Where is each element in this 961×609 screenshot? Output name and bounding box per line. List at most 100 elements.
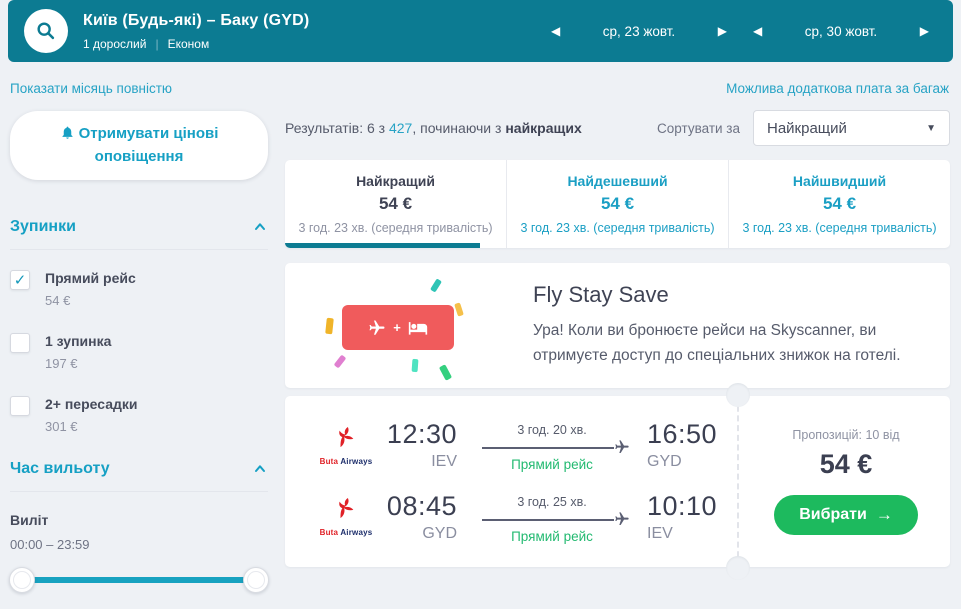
outbound-date-nav: ◀ ср, 23 жовт. ▶: [545, 21, 733, 41]
tab-duration: 3 год. 23 хв. (середня тривалість): [520, 221, 715, 235]
tab-price: 54 €: [378, 194, 413, 213]
confetti: [411, 358, 419, 373]
filter-option-direct[interactable]: ✓ Прямий рейс 54 €: [10, 269, 268, 308]
baggage-fee-link[interactable]: Можлива додаткова плата за багаж: [726, 81, 949, 96]
filters-sidebar: Отримувати цінові оповіщення Зупинки ✓ П…: [9, 109, 269, 609]
date-navigation: ◀ ср, 23 жовт. ▶ ◀ ср, 30 жовт. ▶: [545, 21, 935, 41]
tab-cheapest[interactable]: Найдешевший 54 € 3 год. 23 хв. (середня …: [506, 160, 728, 248]
sort-dropdown[interactable]: Найкращий ▼: [753, 110, 950, 146]
outbound-prev-day-icon[interactable]: ◀: [551, 24, 561, 38]
sort-tabs: Найкращий 54 € 3 год. 23 хв. (середня тр…: [285, 160, 950, 248]
separator: |: [155, 36, 159, 51]
price-alerts-label: Отримувати цінові оповіщення: [78, 125, 219, 166]
confetti: [454, 302, 464, 317]
results-sort-emphasis: найкращих: [505, 120, 582, 136]
results-summary: Результатів: 6 з 427, починаючи з найкра…: [285, 120, 582, 136]
sort-selected-value: Найкращий: [767, 119, 847, 137]
outbound-time-range: 00:00 – 23:59: [10, 536, 90, 552]
inbound-next-day-icon[interactable]: ▶: [919, 24, 929, 38]
departure-time: 12:30: [386, 419, 457, 450]
checkbox-unchecked[interactable]: [10, 332, 30, 353]
confetti: [430, 278, 442, 293]
filter-option-one-stop[interactable]: 1 зупинка 197 €: [10, 332, 268, 371]
banner-line2: отримуєте доступ до спеціальних знижок н…: [533, 347, 901, 364]
stops-title: Зупинки: [10, 217, 76, 235]
airline-name-part1: Buta: [319, 456, 339, 466]
departure-airport: IEV: [431, 453, 457, 471]
option-label: 1 зупинка: [45, 332, 112, 349]
option-price: 197 €: [45, 355, 78, 371]
stops-section-header[interactable]: Зупинки: [10, 218, 268, 236]
results-toolbar: Результатів: 6 з 427, починаючи з найкра…: [285, 110, 950, 146]
price-panel: Пропозицій: 10 від 54 € Вибрати →: [726, 383, 953, 580]
checkbox-checked[interactable]: ✓: [10, 269, 30, 290]
banner-description: Ура! Коли ви бронюєте рейси на Skyscanne…: [533, 319, 901, 369]
arrival-airport: IEV: [647, 524, 673, 542]
caret-down-icon: ▼: [926, 122, 936, 134]
stop-type: Прямий рейс: [511, 457, 593, 473]
outbound-date[interactable]: ср, 23 жовт.: [602, 23, 676, 39]
option-price: 54 €: [45, 292, 71, 308]
route-line: [482, 512, 629, 525]
slider-handle-min[interactable]: [9, 566, 35, 593]
plane-icon: [615, 512, 629, 525]
tab-label: Найдешевший: [567, 173, 668, 189]
subheader: Показати місяць повністю Можлива додатко…: [0, 62, 961, 96]
results-total-count[interactable]: 427: [388, 120, 413, 136]
arrival-time: 16:50: [647, 419, 718, 450]
confetti: [438, 364, 453, 381]
route-summary[interactable]: Київ (Будь-які) – Баку (GYD) 1 дорослий …: [83, 12, 309, 51]
leg-duration: 3 год. 25 хв.: [517, 494, 587, 509]
itinerary-card[interactable]: Buta Airways 12:30 IEV 3 год. 20 хв.: [285, 383, 953, 580]
airline-name-part2: Airways: [340, 456, 373, 466]
itinerary-price: 54 €: [819, 449, 873, 479]
bell-icon: [62, 126, 73, 139]
confetti: [333, 354, 347, 369]
search-button[interactable]: [24, 9, 68, 53]
chevron-up-icon: [255, 222, 265, 230]
banner-title: Fly Stay Save: [533, 282, 669, 308]
option-label: 2+ пересадки: [45, 395, 138, 412]
airline-logo: Buta Airways: [307, 426, 385, 466]
departure-time-title: Час вильоту: [10, 459, 110, 477]
leg-duration: 3 год. 20 хв.: [517, 423, 587, 438]
active-tab-indicator: [285, 243, 480, 248]
search-summary-header: Київ (Будь-які) – Баку (GYD) 1 дорослий …: [8, 0, 953, 62]
filter-option-two-plus-stops[interactable]: 2+ пересадки 301 €: [10, 395, 268, 434]
outbound-time-label: Виліт: [10, 511, 49, 528]
search-icon: [37, 22, 55, 40]
results-prefix: Результатів: 6 з: [285, 120, 389, 136]
slider-handle-max[interactable]: [243, 566, 269, 593]
inbound-date-nav: ◀ ср, 30 жовт. ▶: [747, 21, 935, 41]
banner-illustration: +: [285, 263, 513, 388]
passenger-count: 1 дорослий: [83, 36, 147, 51]
divider: [10, 490, 268, 492]
banner-line1: Ура! Коли ви бронюєте рейси на Skyscanne…: [533, 322, 877, 340]
stop-type: Прямий рейс: [511, 528, 593, 544]
cabin-class: Економ: [167, 36, 210, 51]
tab-fastest[interactable]: Найшвидший 54 € 3 год. 23 хв. (середня т…: [728, 160, 950, 248]
inbound-prev-day-icon[interactable]: ◀: [753, 24, 763, 38]
buta-airways-bird-icon: [339, 426, 354, 447]
tab-best[interactable]: Найкращий 54 € 3 год. 23 хв. (середня тр…: [285, 160, 506, 248]
show-full-month-link[interactable]: Показати місяць повністю: [10, 81, 173, 96]
departure-time-section-header[interactable]: Час вильоту: [10, 460, 268, 478]
select-button[interactable]: Вибрати →: [774, 495, 918, 535]
departure-time-slider: [9, 566, 269, 594]
plane-icon: [369, 320, 385, 335]
option-price: 301 €: [45, 418, 78, 434]
select-button-label: Вибрати: [799, 506, 867, 523]
route-title: Київ (Будь-які) – Баку (GYD): [83, 11, 310, 29]
buta-airways-bird-icon: [339, 498, 354, 519]
bed-icon: [408, 321, 427, 335]
confetti: [325, 317, 334, 335]
sort-label: Сортувати за: [657, 120, 740, 136]
plane-icon: [615, 440, 629, 454]
plus-icon: +: [393, 320, 401, 335]
inbound-date[interactable]: ср, 30 жовт.: [804, 23, 878, 39]
price-alerts-button[interactable]: Отримувати цінові оповіщення: [10, 111, 268, 180]
departure-time: 08:45: [386, 490, 457, 521]
airline-logo: Buta Airways: [307, 497, 385, 537]
outbound-next-day-icon[interactable]: ▶: [717, 24, 727, 38]
checkbox-unchecked[interactable]: [10, 395, 30, 416]
